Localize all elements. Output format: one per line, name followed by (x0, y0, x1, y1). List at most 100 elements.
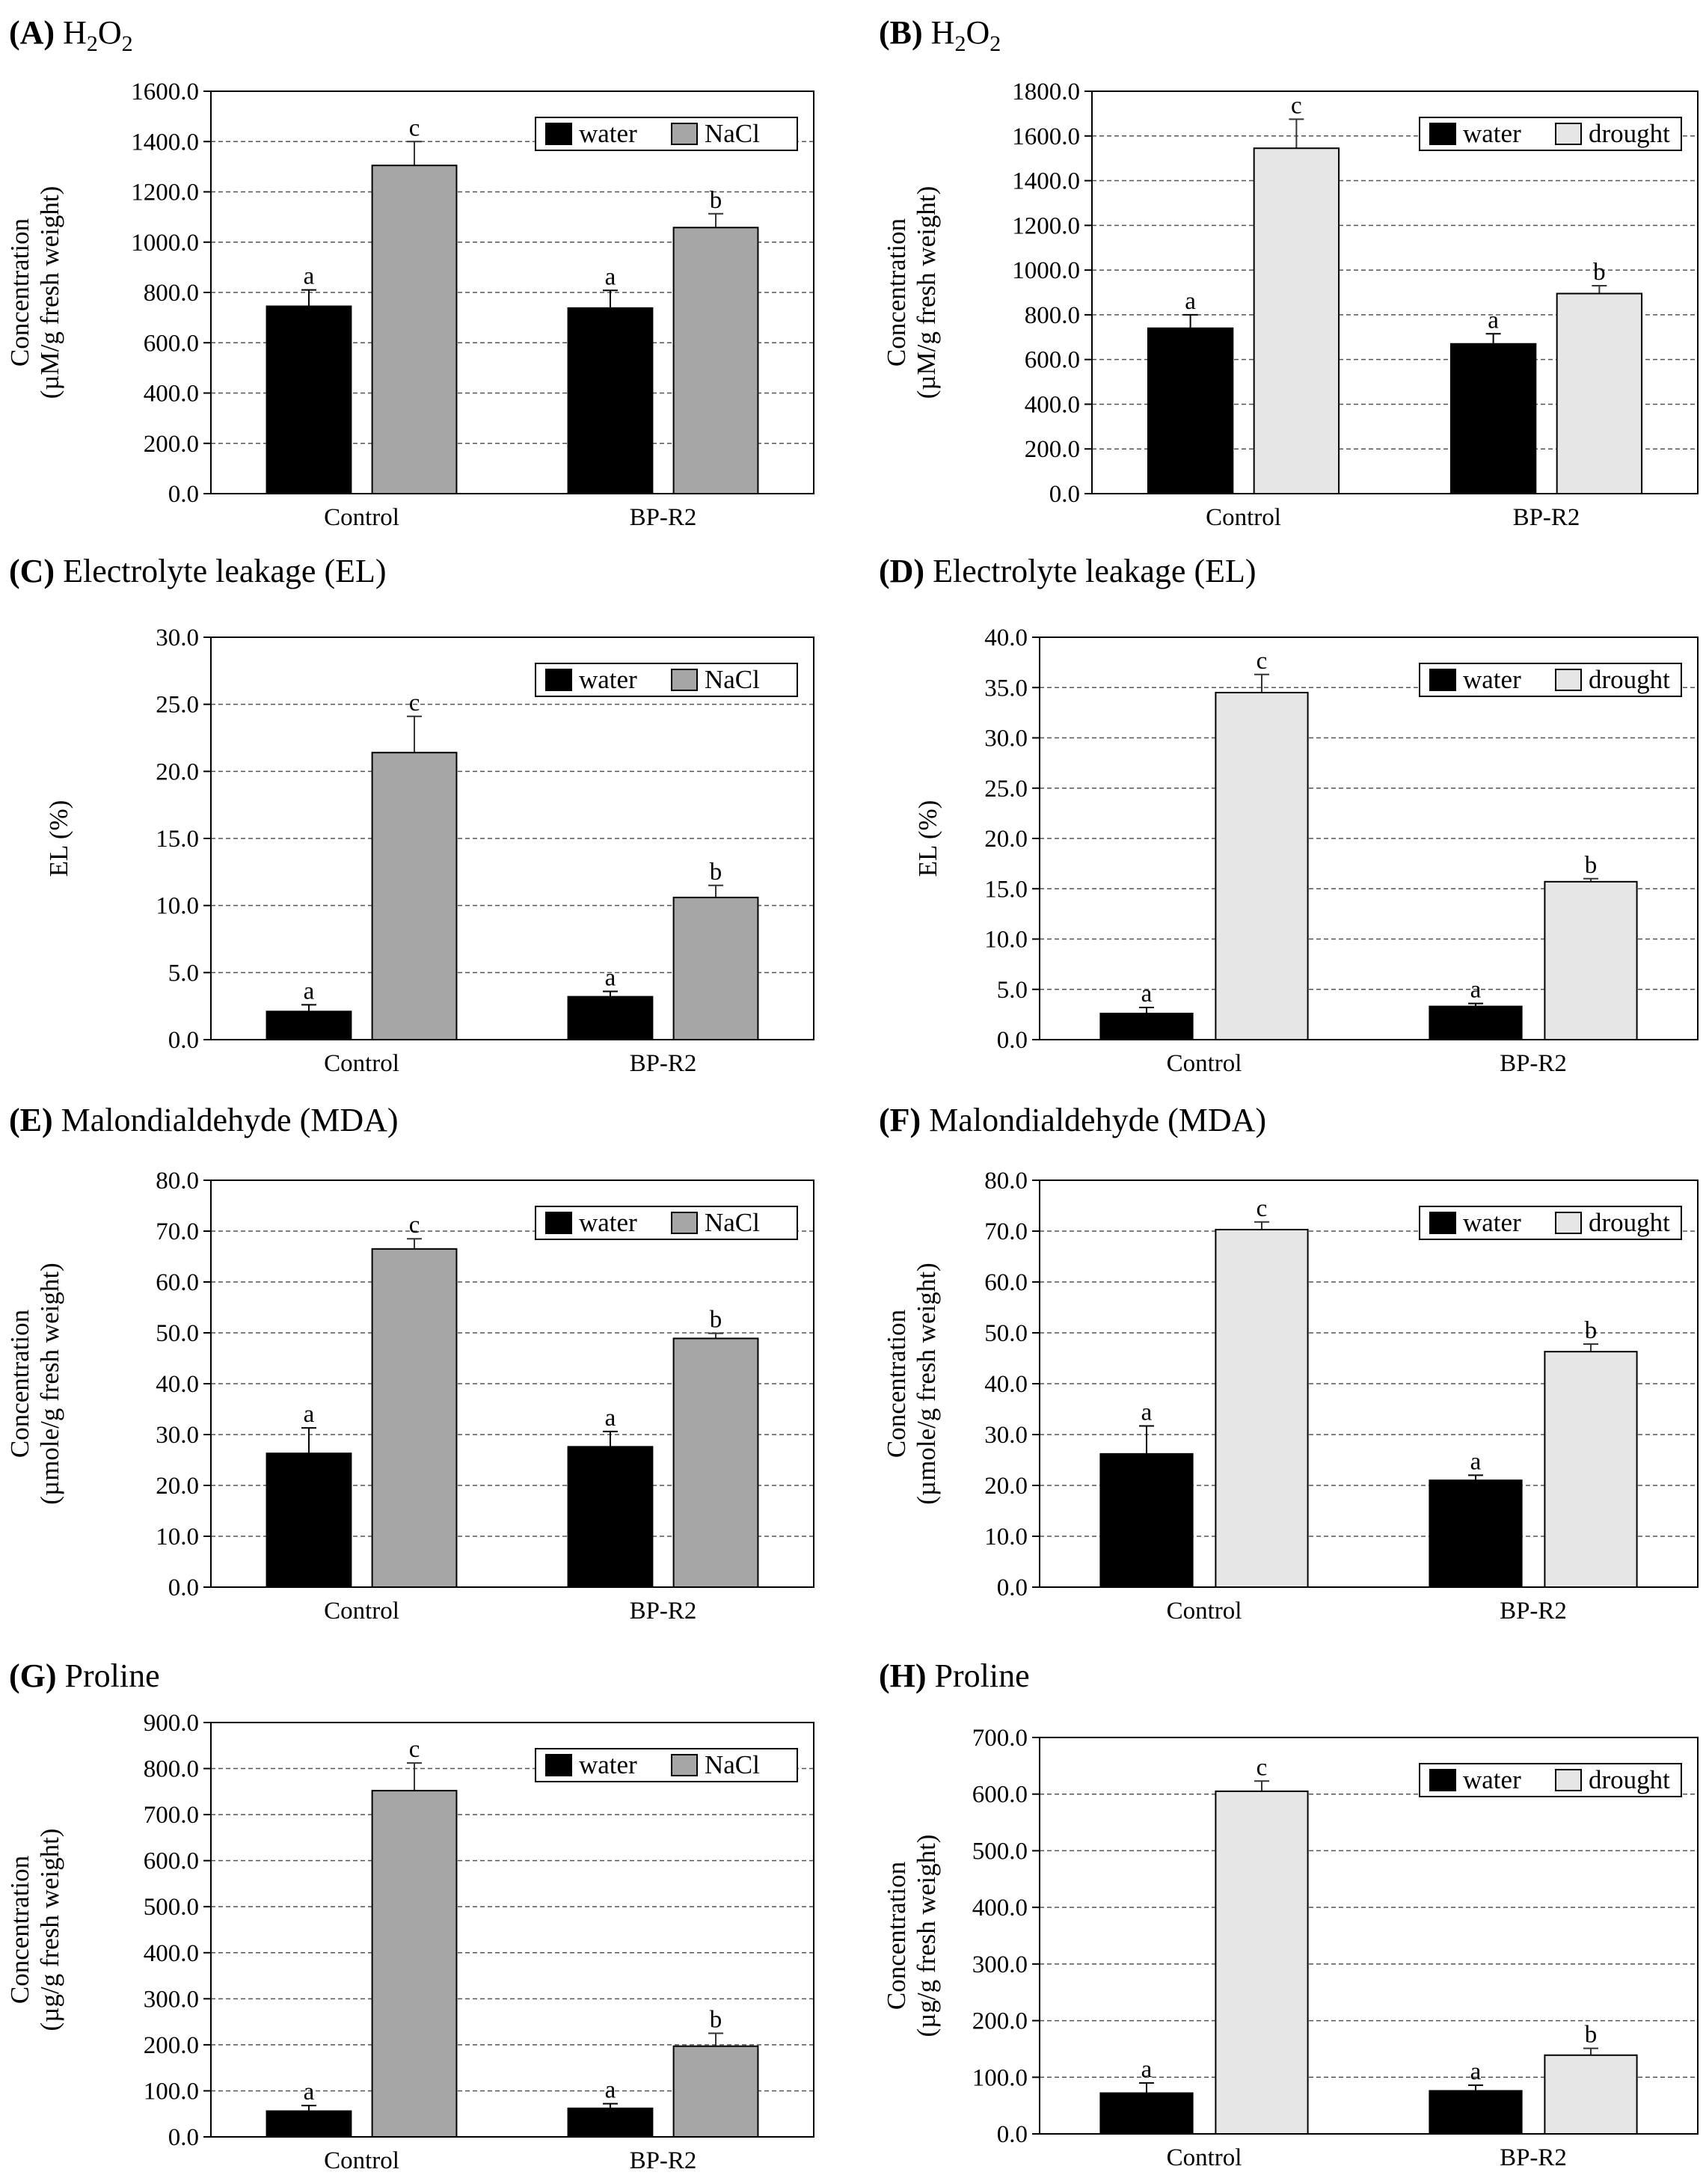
significance-label: b (1585, 852, 1598, 879)
bar-NaCl-bp-r2 (672, 227, 759, 494)
significance-label: c (1257, 1195, 1268, 1222)
legend-label-drought: drought (1589, 1765, 1670, 1794)
significance-label: c (409, 1736, 420, 1763)
panel-title: (A) H2O2 (9, 14, 133, 56)
y-tick-label: 10.0 (156, 893, 199, 920)
x-category-label: Control (1167, 1050, 1242, 1077)
y-tick-label: 600.0 (144, 1848, 199, 1875)
bar-water-control (266, 1453, 352, 1589)
y-tick-label: 60.0 (984, 1269, 1028, 1296)
y-tick-label: 25.0 (156, 692, 199, 719)
significance-label: b (710, 859, 722, 886)
significance-label: a (605, 964, 616, 991)
y-tick-label: 300.0 (144, 1986, 199, 2013)
legend-label-water: water (579, 1750, 637, 1779)
y-tick-label: 1600.0 (131, 79, 199, 105)
y-tick-label: 0.0 (168, 2124, 199, 2151)
significance-label: c (1257, 648, 1268, 675)
panel-title: (C) Electrolyte leakage (EL) (9, 553, 387, 589)
panel-title: (E) Malondialdehyde (MDA) (9, 1102, 399, 1138)
y-tick-label: 700.0 (972, 1725, 1028, 1752)
legend-label-water: water (579, 1208, 637, 1237)
significance-label: a (304, 2079, 315, 2105)
y-tick-label: 1200.0 (131, 180, 199, 206)
bar-drought-control (1253, 147, 1340, 494)
y-axis-label: (µM/g fresh weight) (912, 186, 941, 399)
y-tick-label: 30.0 (156, 625, 199, 651)
y-tick-label: 0.0 (168, 1574, 199, 1601)
y-tick-label: 100.0 (144, 2078, 199, 2105)
panel-title: (D) Electrolyte leakage (EL) (879, 553, 1257, 589)
y-axis-label: EL (%) (44, 800, 73, 877)
y-tick-label: 0.0 (997, 1574, 1028, 1601)
bar-water-control (1147, 327, 1234, 495)
y-tick-label: 5.0 (168, 960, 199, 987)
significance-label: a (1470, 1448, 1482, 1475)
bar-drought-bp-r2 (1544, 880, 1638, 1040)
panel-letter: (H) (879, 1657, 935, 1694)
bar-water-bp-r2 (567, 307, 654, 494)
plot-frame (210, 1180, 814, 1588)
plot-frame (210, 1722, 814, 2138)
y-tick-label: 20.0 (156, 1473, 199, 1500)
legend-box (535, 117, 798, 151)
panel-letter: (G) (9, 1657, 65, 1694)
significance-label: c (1291, 92, 1302, 119)
y-tick-label: 0.0 (168, 481, 199, 508)
panel-c: (C) Electrolyte leakage (EL) 0.0 5.0 10.0 15… (9, 553, 814, 1077)
legend-label-drought: drought (1589, 1208, 1670, 1237)
bar-water-bp-r2 (1429, 2090, 1523, 2135)
panel-h: (H) Proline 0.0 100.0 200.0 300.0 400.0 500.0 6… (879, 1657, 1699, 2171)
bar-water-bp-r2 (567, 996, 654, 1040)
y-tick-label: 15.0 (984, 876, 1028, 903)
y-tick-label: 500.0 (144, 1894, 199, 1921)
y-tick-label: 1000.0 (131, 230, 199, 257)
legend-swatch-water (545, 669, 572, 691)
panel-g: (G) Proline 0.0 100.0 200.0 300.0 400.0 500.0 6… (5, 1657, 814, 2174)
bar-drought-control (1215, 1228, 1309, 1588)
legend-swatch-water (1429, 1769, 1456, 1791)
y-tick-label: 800.0 (144, 280, 199, 307)
y-tick-label: 400.0 (972, 1895, 1028, 1921)
y-tick-label: 40.0 (984, 1371, 1028, 1398)
legend-swatch-water (1429, 123, 1456, 145)
significance-label: a (1141, 1399, 1153, 1426)
legend-box (1419, 1206, 1682, 1240)
significance-label: a (304, 263, 315, 290)
legend-swatch-water (1429, 1212, 1456, 1234)
significance-label: b (710, 1307, 722, 1334)
y-axis-label: (µmole/g fresh weight) (35, 1263, 64, 1504)
significance-label: a (605, 1405, 616, 1432)
bar-NaCl-control (371, 1248, 458, 1589)
significance-label: a (1141, 981, 1153, 1007)
legend-label-water: water (1463, 1208, 1521, 1237)
bar-drought-bp-r2 (1544, 1351, 1638, 1589)
y-tick-label: 40.0 (156, 1371, 199, 1398)
bar-water-control (1099, 1453, 1194, 1588)
y-tick-label: 200.0 (144, 2032, 199, 2059)
significance-label: a (1141, 2056, 1153, 2083)
x-category-label: BP-R2 (1500, 1050, 1567, 1077)
panel-e: (E) Malondialdehyde (MDA) 0.0 10.0 20.0 30.0… (5, 1102, 814, 1625)
legend-swatch-water (545, 1754, 572, 1776)
y-tick-label: 80.0 (984, 1168, 1028, 1194)
y-tick-label: 300.0 (972, 1951, 1028, 1978)
bar-water-bp-r2 (1429, 1005, 1523, 1040)
y-tick-label: 10.0 (984, 1524, 1028, 1550)
y-tick-label: 60.0 (156, 1269, 199, 1296)
legend-swatch-drought (1555, 669, 1582, 691)
legend-label-NaCl: NaCl (705, 665, 760, 694)
y-axis-label: (µM/g fresh weight) (35, 186, 64, 399)
y-tick-label: 800.0 (144, 1756, 199, 1783)
legend-box (535, 1206, 798, 1240)
significance-label: a (1185, 288, 1196, 315)
y-axis-label: Concentration (882, 218, 911, 366)
y-tick-label: 1400.0 (131, 129, 199, 156)
y-tick-label: 400.0 (1025, 391, 1080, 418)
legend-box (1419, 117, 1682, 151)
legend-box (1419, 1763, 1682, 1797)
x-category-label: Control (324, 1050, 399, 1077)
y-tick-label: 10.0 (984, 927, 1028, 954)
